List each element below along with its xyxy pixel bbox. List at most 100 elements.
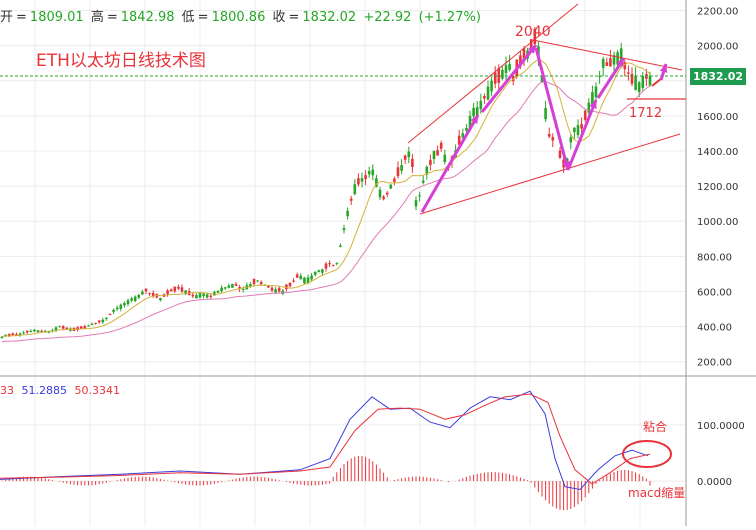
candle-body xyxy=(331,265,335,267)
candle-body xyxy=(43,330,47,333)
candle-body xyxy=(241,288,245,290)
candle-body xyxy=(29,330,33,332)
candle-body xyxy=(54,327,58,331)
candle-body xyxy=(634,75,637,90)
candle-body xyxy=(144,288,148,292)
candle-body xyxy=(547,134,551,137)
y-tick-label: 600.00 xyxy=(697,287,732,298)
macd-cross-circle xyxy=(622,440,672,468)
candle-body xyxy=(288,282,292,287)
candle-body xyxy=(475,107,479,118)
candle-body xyxy=(609,58,612,67)
high-label: 高 xyxy=(90,10,104,25)
arrow-drop xyxy=(534,47,570,171)
last-price-tag: 1832.02 xyxy=(690,68,746,85)
candle-body xyxy=(115,307,119,310)
candle-body xyxy=(479,100,483,109)
ma-fast-line xyxy=(1,59,651,338)
candle-body xyxy=(587,102,591,113)
low-label: 低 xyxy=(181,10,195,25)
candle-body xyxy=(277,287,281,292)
low-value: 1800.86 xyxy=(211,10,266,25)
candle-body xyxy=(594,86,598,98)
candle-body xyxy=(551,136,555,141)
candle-body xyxy=(414,200,418,207)
candle-body xyxy=(295,274,299,278)
y-tick-label: 2200.00 xyxy=(697,7,738,18)
candle-body xyxy=(148,293,151,295)
candle-body xyxy=(421,180,425,183)
candle-body xyxy=(249,284,252,287)
change-value: +22.92 xyxy=(363,10,412,25)
candle-body xyxy=(490,80,493,92)
price-panel xyxy=(0,27,652,343)
candle-body xyxy=(580,124,583,129)
candle-body xyxy=(209,295,213,298)
candle-body xyxy=(313,271,317,275)
macd-legend: 33 51.2885 50.3341 xyxy=(0,384,120,397)
candle-body xyxy=(483,95,486,99)
candle-body xyxy=(623,62,627,70)
candle-body xyxy=(558,150,562,158)
change-pct: (+1.27%) xyxy=(418,10,481,25)
forecast-arrow-head xyxy=(659,64,668,73)
candle-body xyxy=(544,108,547,120)
chart-title: ETH以太坊日线技术图 xyxy=(36,51,206,71)
candle-body xyxy=(601,58,605,68)
candle-body xyxy=(497,67,501,83)
candle-body xyxy=(205,294,209,298)
candle-body xyxy=(0,336,4,338)
candle-body xyxy=(238,286,241,290)
candle-body xyxy=(360,178,364,182)
peak-label: 2040 xyxy=(515,24,551,40)
candle-body xyxy=(22,332,25,334)
candle-body xyxy=(493,72,497,84)
candle-body xyxy=(353,184,357,195)
macd-dif-line xyxy=(0,390,649,491)
candle-body xyxy=(191,294,195,297)
y-tick-label: 400.00 xyxy=(697,323,732,334)
candle-body xyxy=(375,178,378,188)
candle-body xyxy=(173,286,177,292)
candle-body xyxy=(630,73,634,84)
candle-body xyxy=(112,309,115,312)
y-tick-label: 1600.00 xyxy=(697,112,738,123)
candle-body xyxy=(425,166,429,175)
macd-dea-line xyxy=(0,393,651,485)
candle-body xyxy=(310,275,313,280)
candle-body xyxy=(198,292,202,298)
candle-body xyxy=(151,292,155,297)
candle-body xyxy=(472,108,475,117)
candle-body xyxy=(90,323,94,325)
candle-body xyxy=(583,110,587,120)
macd-legend-value-2: 51.2885 xyxy=(21,384,68,397)
candle-body xyxy=(184,290,187,295)
candle-body xyxy=(367,171,371,175)
arrow-rebound-2-head xyxy=(616,58,624,67)
channel-lower-line xyxy=(419,133,681,215)
candle-body xyxy=(292,280,295,282)
y-tick-label: 1000.00 xyxy=(697,217,738,228)
candle-body xyxy=(137,295,141,298)
candle-body xyxy=(443,154,447,162)
candle-body xyxy=(220,287,223,292)
candle-body xyxy=(637,82,641,92)
candle-body xyxy=(216,290,220,293)
candle-body xyxy=(439,142,443,149)
candle-body xyxy=(202,293,205,296)
candle-body xyxy=(648,75,652,86)
candle-body xyxy=(97,320,101,323)
candle-body xyxy=(403,155,407,160)
candle-body xyxy=(389,184,393,189)
macd-panel xyxy=(0,390,651,511)
candle-body xyxy=(58,326,61,328)
candle-body xyxy=(130,298,133,301)
candle-body xyxy=(47,331,51,333)
candle-body xyxy=(598,76,601,78)
candle-body xyxy=(385,192,389,195)
candle-body xyxy=(641,75,645,88)
ma-slow-line xyxy=(1,81,651,343)
candle-body xyxy=(627,72,630,74)
